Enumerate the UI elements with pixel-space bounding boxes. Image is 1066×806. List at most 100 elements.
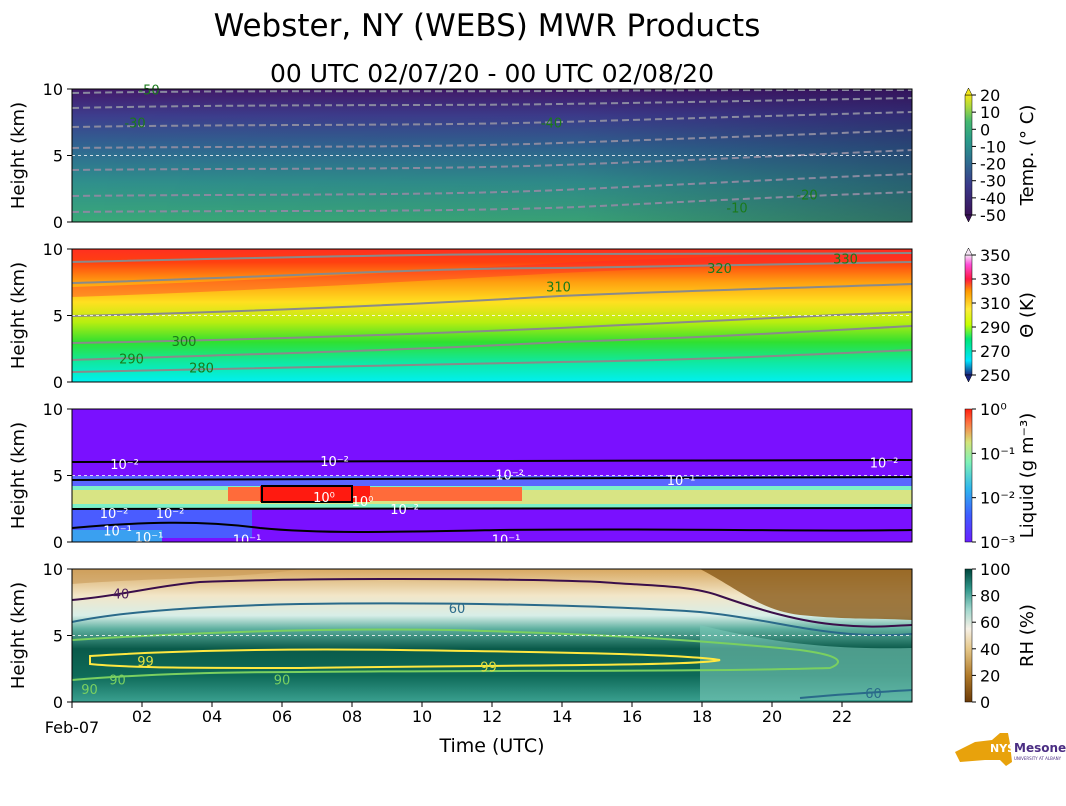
contour-label: 10⁻² (495, 469, 524, 484)
contour-label: 10⁻¹ (492, 534, 521, 549)
contour-label: 10⁻¹ (667, 474, 696, 489)
contour-label: 99 (137, 655, 154, 670)
y-tick-label: 10 (43, 400, 63, 419)
y-axis-label: Height (km) (8, 102, 29, 209)
y-axis-label: Height (km) (8, 582, 29, 689)
logo-mesonet: Mesonet (1014, 741, 1066, 755)
colorbar-tick-label: 100 (980, 560, 1011, 579)
colorbar-theta (964, 247, 973, 383)
x-tick-label: 16 (622, 707, 642, 726)
contour-label: 310 (546, 281, 571, 296)
colorbar-temperature (964, 87, 973, 223)
colorbar-tick-label: -20 (980, 155, 1006, 174)
colorbar-tick-label: 60 (980, 613, 1000, 632)
x-axis-start-label: Feb-07 (45, 718, 99, 737)
x-tick-label: 02 (132, 707, 152, 726)
colorbar-tick-label: 270 (980, 342, 1011, 361)
figure-subtitle: 00 UTC 02/07/20 - 00 UTC 02/08/20 (270, 59, 714, 88)
theta-contour (71, 261, 913, 284)
logo-nys: NYS (990, 742, 1015, 755)
contour-label: -10 (726, 202, 747, 217)
x-tick-label: 22 (832, 707, 852, 726)
x-tick-label: 10 (412, 707, 432, 726)
liquid-contour (71, 459, 913, 463)
logo-university: UNIVERSITY AT ALBANY (1014, 756, 1062, 761)
liquid-contour (71, 521, 913, 533)
rh-contour-99 (89, 648, 721, 670)
theta-contour (71, 283, 913, 317)
colorbar-rh (964, 568, 973, 703)
colorbar-tick-label: 10⁻² (980, 489, 1015, 508)
rh-contour-60-low (799, 689, 913, 699)
colorbar-tick-label: 290 (980, 318, 1011, 337)
y-tick-label: 10 (43, 560, 63, 579)
x-tick-label: 14 (552, 707, 572, 726)
theta-contour (71, 252, 913, 263)
contour-label: 10⁰ (352, 495, 374, 510)
panel-theta: 320 330 310 300 290 280 (71, 248, 913, 383)
contour-label: 10⁻² (390, 503, 419, 518)
contour-label: 10⁻¹ (103, 524, 132, 539)
contour-label: 90 (81, 683, 98, 698)
colorbar-tick-label: 20 (980, 86, 1000, 105)
liquid-contour (261, 485, 353, 503)
colorbar-tick-label: -10 (980, 137, 1006, 156)
y-tick-label: 5 (53, 467, 63, 486)
y-tick-label: 0 (53, 533, 63, 552)
x-axis: 02 04 06 08 10 12 14 16 18 20 22 (71, 702, 852, 726)
contour-label: 320 (707, 262, 732, 277)
colorbar-label: Temp. (° C) (1017, 105, 1038, 207)
y-tick-label: 0 (53, 213, 63, 232)
contour-label: 10⁻² (320, 455, 349, 470)
contour-label: -30 (124, 117, 145, 132)
figure-title: Webster, NY (WEBS) MWR Products (214, 8, 761, 44)
x-tick-label: 12 (482, 707, 502, 726)
y-axis-label: Height (km) (8, 262, 29, 369)
contour-label: 90 (274, 674, 291, 689)
panel-liquid: 10⁻² 10⁻² 10⁻² 10⁻² 10⁻¹ 10⁰ 10⁰ 10⁻² 10⁻² 10⁻² 10… (71, 408, 913, 549)
x-axis-label: Time (UTC) (438, 735, 544, 757)
colorbar-tick-label: -40 (980, 189, 1006, 208)
y-tick-label: 5 (53, 307, 63, 326)
temperature-contour (71, 191, 913, 213)
contour-label: 60 (449, 602, 466, 617)
colorbar-liquid (964, 408, 973, 543)
liquid-contour (71, 507, 913, 510)
colorbar-tick-label: 250 (980, 366, 1011, 385)
contour-label: 10⁻² (110, 458, 139, 473)
contour-label: 10⁻¹ (135, 531, 164, 546)
colorbar-tick-label: 10 (980, 103, 1000, 122)
contour-label: 10⁻¹ (233, 534, 262, 549)
colorbar-tick-label: -50 (980, 206, 1006, 225)
contour-label: 40 (113, 587, 130, 602)
colorbar-tick-label: 40 (980, 640, 1000, 659)
contour-label: 10⁰ (313, 491, 335, 506)
contour-label: 300 (172, 335, 197, 350)
contour-label: 60 (865, 687, 882, 702)
colorbar-tick-label: 350 (980, 246, 1011, 265)
contour-label: 99 (480, 660, 497, 675)
y-tick-label: 0 (53, 373, 63, 392)
colorbar-tick-label: 330 (980, 270, 1011, 289)
colorbar-tick-label: 0 (980, 693, 990, 712)
colorbar-tick-label: 20 (980, 666, 1000, 685)
y-tick-label: 5 (53, 147, 63, 166)
x-tick-label: 08 (342, 707, 362, 726)
theta-contour (71, 349, 913, 373)
colorbar-tick-label: 310 (980, 294, 1011, 313)
y-axis-label: Height (km) (8, 422, 29, 529)
rh-contour-60 (71, 602, 913, 637)
rh-contour-90 (71, 628, 839, 681)
theta-contour (71, 325, 913, 361)
colorbar-tick-label: 10⁰ (980, 400, 1007, 419)
colorbar-label: Θ (K) (1017, 292, 1038, 338)
y-tick-label: 10 (43, 80, 63, 99)
contour-label: 280 (189, 362, 214, 377)
y-tick-label: 5 (53, 627, 63, 646)
rh-contour-40 (71, 578, 913, 628)
colorbar-label: Liquid (g m⁻³) (1017, 413, 1038, 538)
colorbar-tick-label: 80 (980, 587, 1000, 606)
contour-label: 290 (119, 352, 144, 367)
contour-label: -40 (541, 117, 562, 132)
